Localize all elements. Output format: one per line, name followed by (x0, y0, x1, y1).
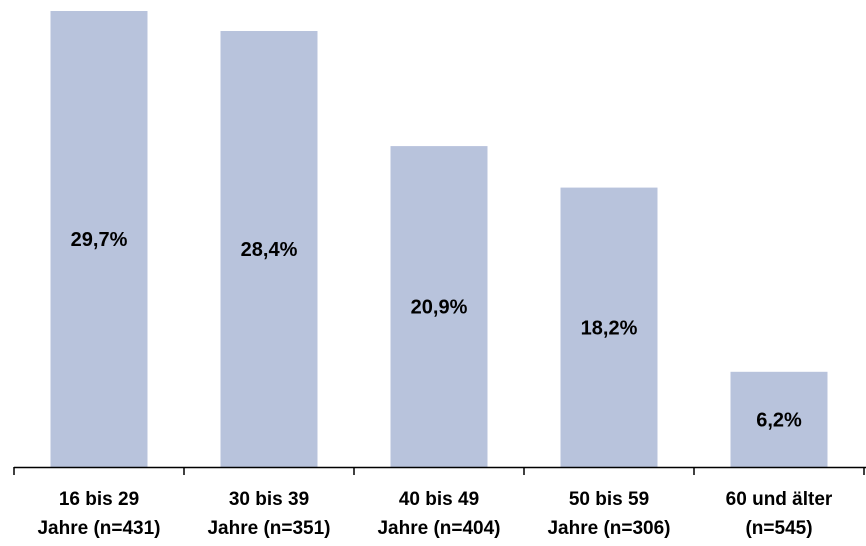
category-label-4-line-1: 50 bis 59 (569, 489, 649, 510)
bar-3 (390, 146, 488, 467)
category-label-2-line-2: Jahre (n=351) (207, 518, 330, 539)
category-label-5-line-1: 60 und älter (726, 489, 833, 510)
category-label-3-line-2: Jahre (n=404) (377, 518, 500, 539)
data-label-5: 6,2% (756, 409, 802, 431)
category-label-1-line-1: 16 bis 29 (59, 489, 139, 510)
category-label-1-line-2: Jahre (n=431) (37, 518, 160, 539)
category-label-5-line-2: (n=545) (745, 518, 812, 539)
bar-4 (560, 187, 658, 467)
bar-2 (220, 31, 318, 467)
x-axis (13, 466, 866, 475)
category-label-3-line-1: 40 bis 49 (399, 489, 479, 510)
category-label-4-line-2: Jahre (n=306) (547, 518, 670, 539)
data-label-1: 29,7% (71, 229, 128, 251)
data-label-4: 18,2% (581, 317, 638, 339)
data-label-2: 28,4% (241, 239, 298, 261)
data-label-3: 20,9% (411, 297, 468, 319)
category-label-2-line-1: 30 bis 39 (229, 489, 309, 510)
bars-group (50, 11, 828, 467)
bar-5 (730, 371, 828, 467)
bar-1 (50, 11, 148, 467)
labels-group: 29,7% 16 bis 29 Jahre (n=431) 28,4% 30 bis 3… (37, 229, 832, 539)
